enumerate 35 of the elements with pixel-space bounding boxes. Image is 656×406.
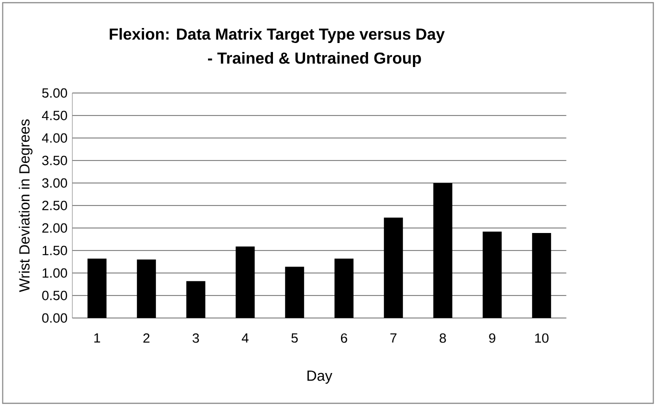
y-tick-label: 0.00 <box>42 313 68 323</box>
x-tick-label: 9 <box>489 333 496 343</box>
bar <box>532 232 552 318</box>
x-tick-label: 1 <box>94 333 100 343</box>
x-tick-label: 8 <box>440 333 446 343</box>
y-tick-label: 4.00 <box>42 133 68 143</box>
y-tick-label: 1.50 <box>42 246 68 256</box>
y-tick-label: 5.00 <box>42 88 68 98</box>
bar <box>88 258 107 318</box>
chart-title: Flexion: Data Matrix Target Type versus Day <box>110 28 445 44</box>
y-axis-title: Wrist Deviation in Degrees <box>18 119 32 292</box>
y-tick-label: 3.50 <box>42 156 68 166</box>
bar <box>236 246 255 318</box>
y-tick-label: 4.50 <box>42 110 68 120</box>
x-tick-label: 4 <box>242 333 249 343</box>
x-axis-title: Day <box>307 370 332 384</box>
y-tick-label: 2.50 <box>42 200 68 210</box>
x-tick-label: 5 <box>291 333 298 343</box>
x-tick-label: 3 <box>192 333 199 343</box>
bar <box>136 259 156 318</box>
x-tick-label: 6 <box>340 333 348 343</box>
bar <box>334 258 354 318</box>
y-tick-label: 0.50 <box>42 290 68 300</box>
chart-subtitle: - Trained & Untrained Group <box>208 52 421 67</box>
y-tick-label: 1.00 <box>42 268 68 278</box>
x-tick-label: 7 <box>390 333 396 343</box>
bar <box>285 266 304 318</box>
x-tick-label: 10 <box>535 333 548 343</box>
x-tick-label: 2 <box>143 333 150 343</box>
bar <box>186 281 206 318</box>
bar <box>384 218 403 318</box>
bar <box>482 232 502 318</box>
bar <box>433 182 452 318</box>
y-tick-label: 2.00 <box>42 223 68 233</box>
y-tick-label: 3.00 <box>42 178 68 188</box>
